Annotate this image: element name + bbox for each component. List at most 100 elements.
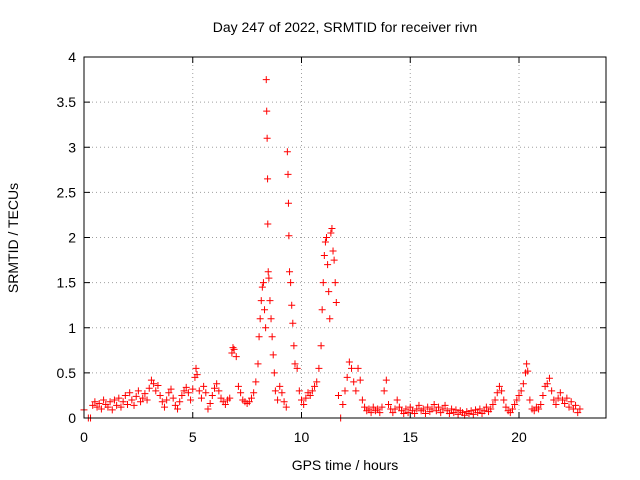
data-point	[424, 403, 432, 411]
data-point	[187, 396, 195, 404]
data-point	[266, 297, 274, 305]
data-point	[278, 389, 286, 397]
data-point	[141, 390, 149, 398]
data-point	[300, 400, 308, 408]
data-point	[317, 342, 325, 350]
data-point	[124, 400, 131, 408]
data-point	[252, 378, 260, 386]
data-point	[556, 389, 564, 397]
data-point	[435, 403, 443, 411]
y-tick-label: 1	[68, 320, 76, 336]
x-tick-label: 10	[294, 429, 310, 445]
data-point	[439, 405, 447, 413]
data-point	[339, 400, 347, 408]
data-point	[290, 342, 298, 350]
data-point	[320, 252, 328, 260]
data-point	[89, 401, 97, 409]
data-point	[454, 410, 462, 418]
data-point	[365, 405, 373, 413]
data-point	[419, 405, 427, 413]
x-axis-label: GPS time / hours	[292, 457, 399, 473]
data-point	[108, 406, 116, 414]
data-point	[489, 400, 497, 408]
data-point	[554, 394, 562, 402]
data-point	[469, 410, 477, 418]
data-point	[530, 407, 538, 415]
data-point	[284, 170, 292, 178]
y-tick-label: 2.5	[57, 184, 77, 200]
data-point	[563, 394, 571, 402]
data-point	[193, 371, 201, 379]
data-point	[354, 364, 362, 372]
data-point	[176, 398, 184, 406]
data-point	[132, 392, 140, 400]
data-point	[270, 369, 278, 377]
data-point	[519, 380, 527, 388]
data-point	[121, 391, 129, 399]
data-point	[283, 148, 291, 156]
data-point	[215, 387, 223, 395]
data-point	[180, 387, 188, 395]
data-point	[487, 405, 495, 413]
data-point	[343, 373, 351, 381]
data-point	[561, 400, 569, 408]
data-point	[271, 387, 279, 395]
data-point	[237, 389, 245, 397]
data-point	[264, 220, 272, 228]
data-point	[508, 405, 516, 413]
data-point	[495, 382, 503, 390]
data-point	[261, 306, 269, 314]
data-point	[378, 403, 386, 411]
data-point	[352, 387, 360, 395]
data-point	[526, 396, 534, 404]
data-point	[313, 378, 321, 386]
data-point	[413, 405, 421, 413]
grid-lines	[84, 57, 606, 418]
data-point	[206, 400, 214, 408]
data-point	[393, 396, 401, 404]
data-point	[374, 405, 382, 413]
data-point	[156, 391, 164, 399]
data-point	[348, 364, 356, 372]
data-point	[269, 351, 277, 359]
y-tick-label: 3	[68, 139, 76, 155]
data-point	[402, 405, 410, 413]
data-point	[576, 405, 584, 413]
data-point	[500, 396, 508, 404]
data-point	[174, 405, 182, 413]
data-point	[400, 409, 408, 417]
data-point	[421, 409, 429, 417]
data-point	[315, 364, 323, 372]
data-point	[247, 394, 255, 402]
data-point	[302, 394, 310, 402]
data-point	[259, 279, 267, 287]
data-point	[293, 364, 301, 372]
data-point	[256, 315, 264, 323]
data-point	[545, 374, 553, 382]
data-point	[493, 389, 501, 397]
plot-frame	[83, 56, 607, 419]
data-point	[441, 401, 449, 409]
data-point	[552, 400, 560, 408]
data-point	[265, 274, 273, 282]
data-point	[511, 400, 519, 408]
data-point	[262, 76, 270, 84]
data-point	[404, 409, 412, 417]
data-point	[208, 391, 216, 399]
chart-title: Day 247 of 2022, SRMTID for receiver riv…	[213, 19, 478, 35]
data-point	[234, 382, 242, 390]
data-point	[152, 387, 160, 395]
data-point	[137, 398, 145, 406]
data-point	[428, 405, 436, 413]
data-point	[411, 409, 419, 417]
data-point	[524, 367, 532, 375]
data-point	[517, 387, 525, 395]
data-point	[287, 279, 295, 287]
data-point	[158, 398, 166, 406]
data-point	[226, 394, 234, 402]
data-point	[491, 396, 499, 404]
data-point	[285, 232, 293, 240]
data-point	[319, 279, 327, 287]
data-point	[515, 391, 523, 399]
data-point	[323, 234, 331, 241]
